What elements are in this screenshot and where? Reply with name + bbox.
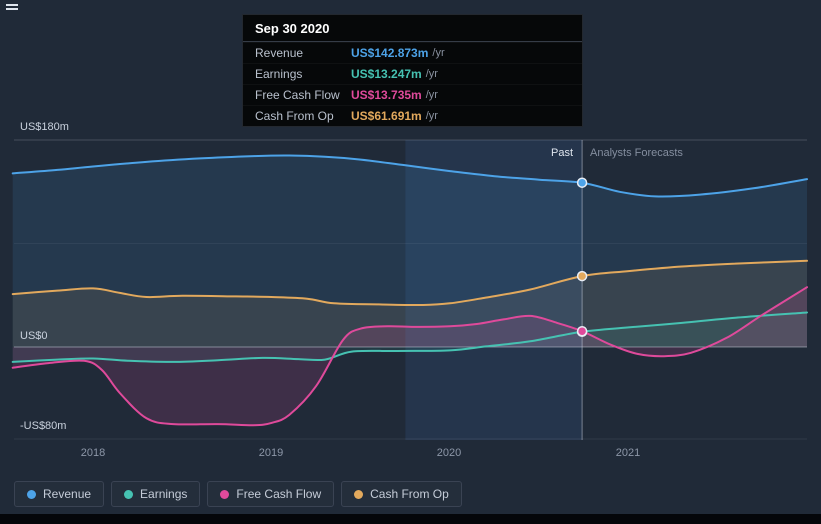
tooltip-suffix: /yr (432, 47, 445, 59)
cash-from-op-dot-icon (354, 489, 364, 499)
tooltip-suffix: /yr (425, 110, 438, 122)
earnings-dot-icon (124, 489, 134, 499)
tooltip-value: US$61.691m (351, 109, 422, 123)
tooltip-label: Free Cash Flow (255, 88, 340, 102)
legend-label: Earnings (140, 487, 188, 501)
legend-item-earnings[interactable]: Earnings (111, 481, 201, 507)
tooltip-row-earnings: Earnings US$13.247m /yr (243, 63, 582, 84)
tooltip-value: US$13.247m (351, 67, 422, 81)
bottom-bar (0, 514, 821, 524)
tooltip-row-revenue: Revenue US$142.873m /yr (243, 42, 582, 63)
legend-label: Revenue (43, 487, 92, 501)
tooltip-label: Revenue (255, 46, 304, 60)
legend-item-free-cash-flow[interactable]: Free Cash Flow (207, 481, 335, 507)
tooltip-suffix: /yr (425, 89, 438, 101)
tooltip-label: Cash From Op (255, 109, 334, 123)
legend-label: Cash From Op (370, 487, 449, 501)
chart-tooltip: Sep 30 2020 Revenue US$142.873m /yr Earn… (242, 14, 583, 127)
free-cash-flow-dot-icon (220, 489, 230, 499)
legend-label: Free Cash Flow (236, 487, 322, 501)
legend-item-cash-from-op[interactable]: Cash From Op (341, 481, 462, 507)
tooltip-value: US$13.735m (351, 88, 422, 102)
chart-legend: Revenue Earnings Free Cash Flow Cash Fro… (14, 481, 462, 507)
legend-item-revenue[interactable]: Revenue (14, 481, 105, 507)
menu-icon[interactable] (6, 4, 18, 12)
tooltip-row-free-cash-flow: Free Cash Flow US$13.735m /yr (243, 84, 582, 105)
tooltip-date: Sep 30 2020 (243, 15, 582, 42)
tooltip-label: Earnings (255, 67, 303, 81)
tooltip-suffix: /yr (425, 68, 438, 80)
revenue-dot-icon (27, 489, 36, 499)
tooltip-value: US$142.873m (351, 46, 429, 60)
tooltip-row-cash-from-op: Cash From Op US$61.691m /yr (243, 105, 582, 126)
